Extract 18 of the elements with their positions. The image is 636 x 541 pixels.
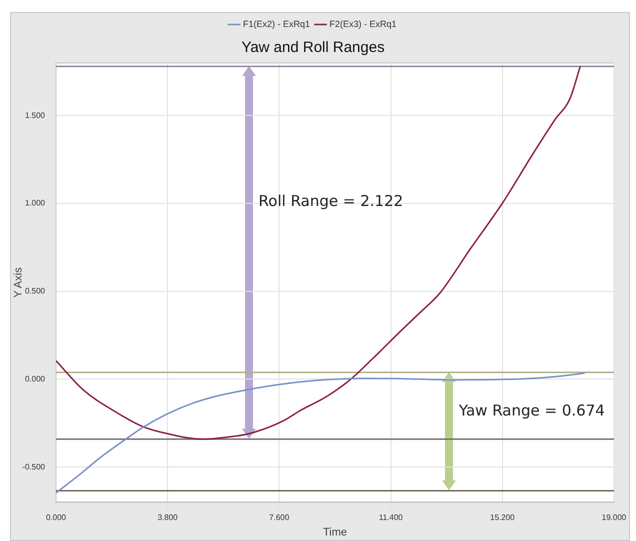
y-tick-label: 0.000 — [24, 374, 46, 384]
y-tick-label: -0.500 — [22, 462, 46, 472]
annotation: Roll Range = 2.122 — [258, 192, 404, 210]
x-tick-label: 19.000 — [602, 513, 627, 522]
x-tick-label: 7.600 — [269, 513, 290, 522]
legend-label: F1(Ex2) - ExRq1 — [242, 18, 310, 29]
x-tick-label: 15.200 — [490, 513, 516, 522]
x-tick-label: 3.800 — [158, 513, 178, 522]
x-tick-label: 11.400 — [378, 513, 404, 522]
y-tick-label: 0.500 — [24, 286, 46, 296]
x-axis-title: Time — [322, 526, 348, 538]
legend-label: F2(Ex3) - ExRq1 — [330, 18, 397, 29]
y-tick-label: 1.000 — [24, 198, 46, 208]
y-tick-label: 1.500 — [24, 110, 46, 120]
x-tick-label: 0.000 — [46, 513, 67, 522]
annotation: Yaw Range = 0.674 — [458, 402, 605, 420]
y-axis-title: Y Axis — [12, 266, 25, 298]
chart-title: Yaw and Roll Ranges — [241, 39, 385, 56]
